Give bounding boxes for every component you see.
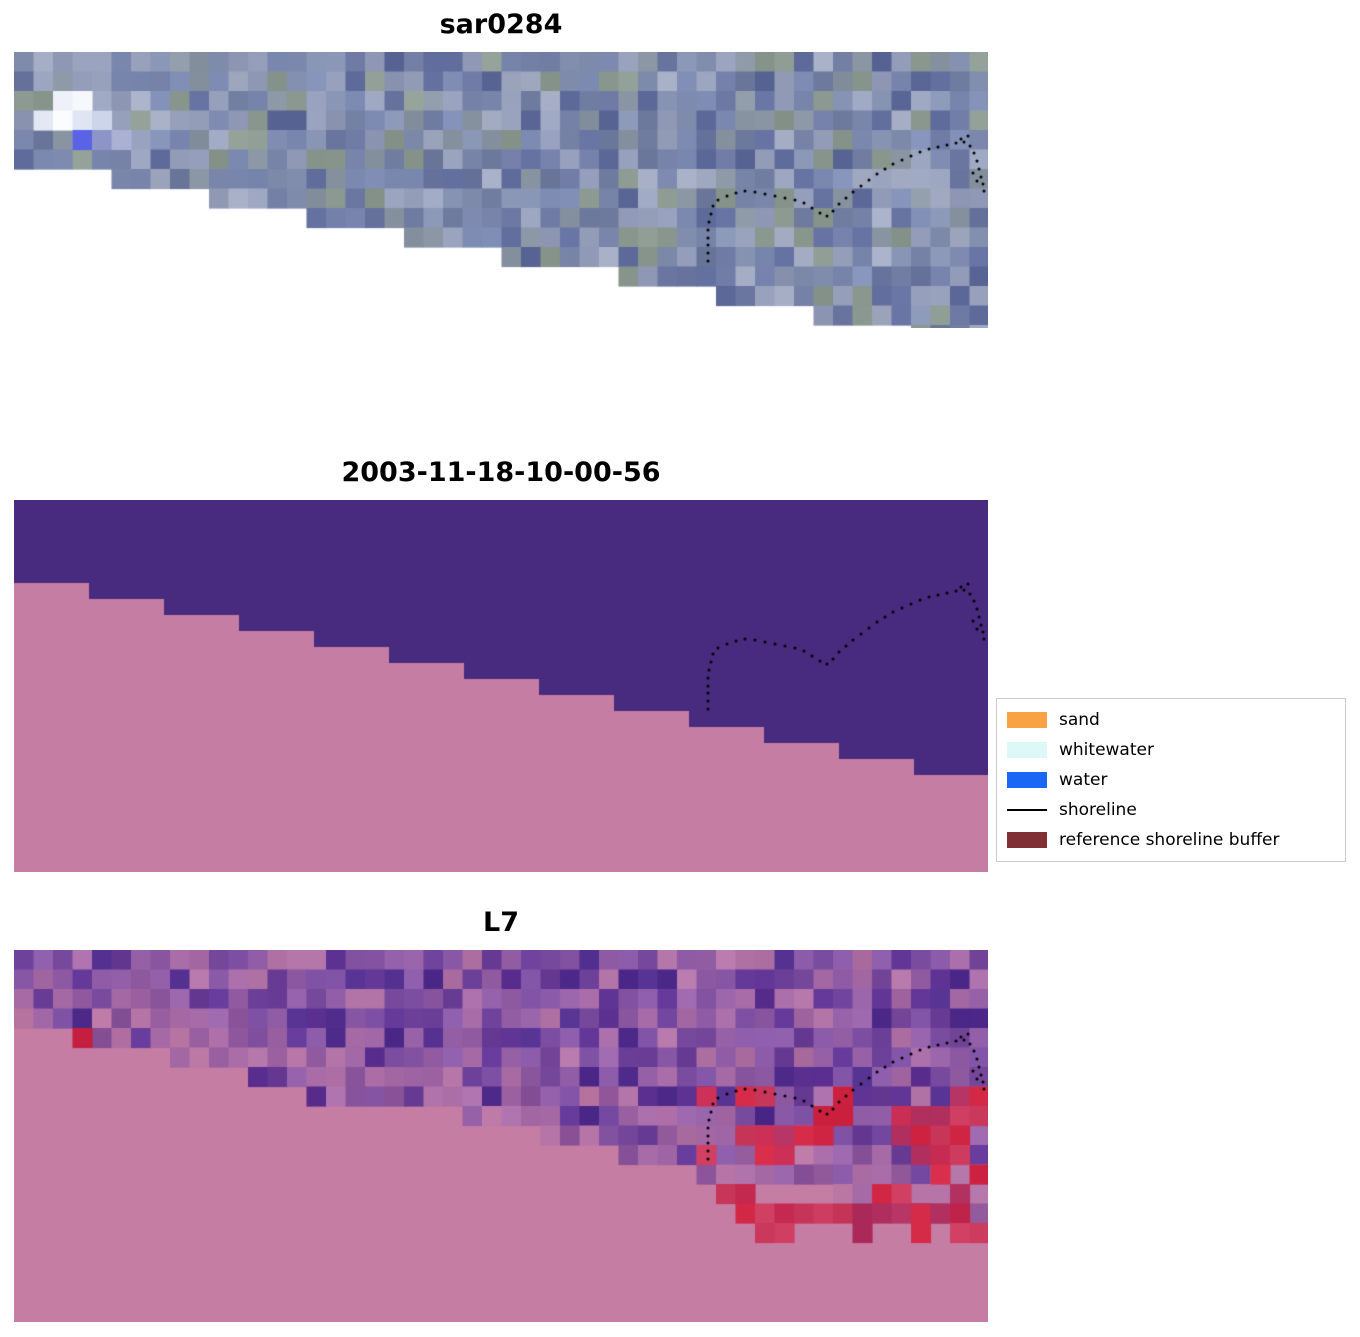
legend-swatch-water [1007,772,1047,788]
panel-title-classified: 2003-11-18-10-00-56 [341,457,661,488]
legend-label-whitewater: whitewater [1059,740,1154,760]
legend-label-water: water [1059,770,1108,790]
panel-title-l7: L7 [483,907,519,938]
legend-row-whitewater: whitewater [1007,735,1335,765]
legend-row-sand: sand [1007,705,1335,735]
panel-l7: L7 [14,907,988,1322]
sar0284-image [14,52,988,328]
panel-sar0284: sar0284 [14,9,988,328]
legend-swatch-reference-shoreline-buffer [1007,832,1047,848]
legend-label-shoreline: shoreline [1059,800,1137,820]
legend-row-reference-shoreline-buffer: reference shoreline buffer [1007,825,1335,855]
legend-swatch-sand [1007,712,1047,728]
legend-label-sand: sand [1059,710,1100,730]
legend-row-shoreline: shoreline [1007,795,1335,825]
legend: sand whitewater water shoreline referenc… [996,698,1346,862]
legend-row-water: water [1007,765,1335,795]
classified-image [14,500,988,872]
l7-image [14,950,988,1322]
legend-label-reference-shoreline-buffer: reference shoreline buffer [1059,830,1280,850]
panel-title-sar0284: sar0284 [439,9,563,40]
legend-swatch-shoreline-line [1007,808,1047,812]
panel-classified: 2003-11-18-10-00-56 [14,457,988,872]
legend-swatch-whitewater [1007,742,1047,758]
